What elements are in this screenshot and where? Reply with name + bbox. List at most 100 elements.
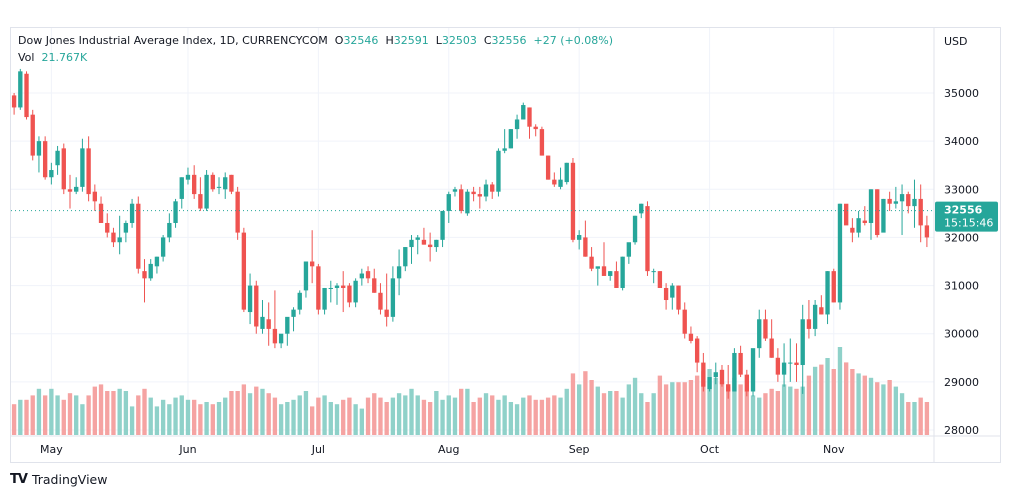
candle-body[interactable]: [682, 309, 687, 334]
candle-body[interactable]: [322, 287, 327, 310]
candle-body[interactable]: [781, 362, 787, 375]
candle-body[interactable]: [415, 237, 420, 240]
candle-body[interactable]: [701, 362, 706, 387]
candle-body[interactable]: [241, 232, 247, 310]
candle-body[interactable]: [185, 174, 191, 180]
candle-body[interactable]: [142, 271, 147, 279]
candle-body[interactable]: [272, 328, 278, 344]
candle-body[interactable]: [589, 256, 594, 269]
candle-body[interactable]: [875, 189, 880, 236]
candle-body[interactable]: [533, 126, 538, 130]
candle-body[interactable]: [595, 266, 600, 269]
candle-body[interactable]: [440, 210, 445, 240]
candle-body[interactable]: [490, 184, 495, 192]
candle-body[interactable]: [614, 271, 619, 288]
candle-body[interactable]: [148, 263, 153, 279]
candle-body[interactable]: [421, 239, 427, 245]
candle-body[interactable]: [676, 285, 681, 310]
candle-body[interactable]: [651, 271, 656, 273]
candle-body[interactable]: [198, 194, 203, 209]
candle-body[interactable]: [670, 285, 675, 298]
candle-body[interactable]: [893, 201, 899, 204]
candle-body[interactable]: [204, 174, 209, 209]
candle-body[interactable]: [247, 285, 253, 313]
candle-body[interactable]: [694, 338, 700, 363]
candle-body[interactable]: [452, 189, 458, 192]
candle-body[interactable]: [80, 148, 85, 187]
candle-body[interactable]: [837, 203, 843, 303]
candle-body[interactable]: [868, 189, 874, 223]
candle-body[interactable]: [67, 189, 73, 192]
candle-body[interactable]: [564, 162, 569, 183]
candle-body[interactable]: [794, 362, 799, 366]
candle-body[interactable]: [508, 129, 514, 149]
candle-body[interactable]: [229, 174, 234, 192]
candle-body[interactable]: [129, 203, 135, 223]
candle-body[interactable]: [427, 244, 433, 248]
candle-body[interactable]: [334, 285, 340, 288]
candle-body[interactable]: [663, 287, 669, 301]
candle-body[interactable]: [726, 384, 731, 392]
candle-body[interactable]: [154, 256, 160, 267]
volume-label[interactable]: Vol: [18, 51, 35, 64]
candle-body[interactable]: [819, 307, 824, 315]
candle-body[interactable]: [396, 266, 402, 279]
candle-body[interactable]: [434, 239, 439, 248]
candle-body[interactable]: [608, 271, 613, 276]
candle-body[interactable]: [260, 316, 265, 329]
candle-body[interactable]: [713, 372, 718, 378]
candle-body[interactable]: [899, 194, 905, 202]
candle-body[interactable]: [216, 186, 222, 188]
candle-body[interactable]: [328, 287, 333, 289]
candle-body[interactable]: [471, 191, 476, 195]
candle-body[interactable]: [732, 352, 737, 392]
candle-body[interactable]: [570, 162, 576, 240]
candle-body[interactable]: [446, 194, 451, 211]
candle-body[interactable]: [167, 222, 172, 238]
candle-body[interactable]: [645, 206, 650, 272]
candle-body[interactable]: [583, 237, 588, 257]
candle-body[interactable]: [409, 239, 414, 248]
candle-body[interactable]: [316, 266, 321, 310]
candle-body[interactable]: [92, 191, 98, 202]
candle-body[interactable]: [477, 194, 482, 197]
candle-body[interactable]: [403, 247, 408, 267]
candle-body[interactable]: [912, 198, 917, 207]
candle-body[interactable]: [757, 319, 762, 349]
candle-body[interactable]: [160, 237, 166, 257]
candle-body[interactable]: [105, 222, 110, 233]
candle-body[interactable]: [558, 179, 563, 187]
candle-body[interactable]: [601, 266, 607, 276]
candle-body[interactable]: [285, 316, 290, 334]
candle-body[interactable]: [11, 95, 17, 108]
candle-body[interactable]: [365, 271, 371, 279]
candle-body[interactable]: [98, 203, 104, 223]
candle-body[interactable]: [179, 177, 184, 199]
candle-body[interactable]: [496, 150, 501, 192]
candle-body[interactable]: [278, 333, 284, 344]
candle-body[interactable]: [825, 271, 830, 315]
candle-body[interactable]: [30, 114, 35, 156]
candle-body[interactable]: [223, 177, 228, 190]
candle-body[interactable]: [812, 304, 818, 329]
candle-body[interactable]: [86, 148, 91, 195]
candle-body[interactable]: [707, 377, 712, 390]
candle-body[interactable]: [918, 198, 923, 226]
candle-body[interactable]: [769, 338, 774, 358]
candle-body[interactable]: [750, 348, 756, 392]
candle-body[interactable]: [465, 191, 470, 214]
candle-body[interactable]: [111, 232, 116, 243]
candle-body[interactable]: [639, 203, 644, 214]
candle-body[interactable]: [719, 369, 725, 385]
candle-body[interactable]: [390, 278, 396, 317]
candle-body[interactable]: [800, 319, 805, 366]
candle-body[interactable]: [539, 129, 545, 156]
candle-body[interactable]: [266, 319, 271, 329]
candle-body[interactable]: [763, 319, 768, 339]
candle-body[interactable]: [359, 273, 365, 279]
candle-body[interactable]: [303, 261, 309, 291]
candle-body[interactable]: [502, 148, 507, 151]
candle-body[interactable]: [632, 215, 638, 243]
candle-body[interactable]: [18, 71, 23, 108]
candle-body[interactable]: [775, 357, 781, 375]
